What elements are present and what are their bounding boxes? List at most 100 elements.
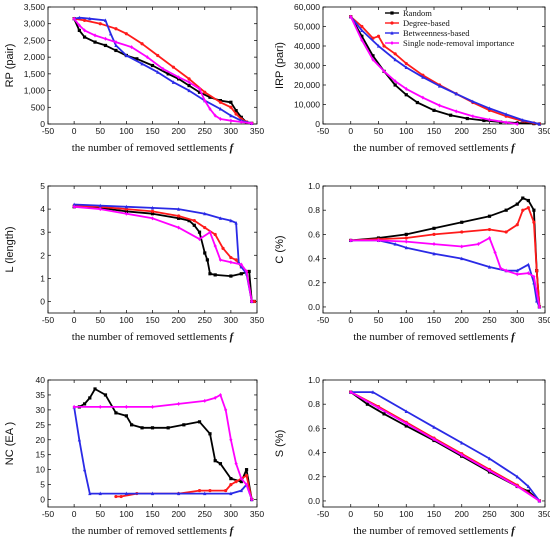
y-tick-label: 1 [40,273,45,283]
data-point [88,396,92,400]
x-tick-label: 350 [538,315,550,325]
y-tick-label: 0 [40,495,45,505]
series-line [350,206,541,308]
data-point [537,304,542,309]
x-axis-label: the number of removed settlements f [72,525,235,537]
series-single-node-removal-importance [349,236,542,309]
data-point [182,423,186,427]
y-axis-label: L (length) [4,226,16,272]
chart-nc: -50 0 50 100 150 200 250 300 350 0 5 10 15 20 25 30 35 40… [4,375,264,537]
x-tick-label: 350 [538,509,550,519]
plot-frame [322,379,546,508]
data-point [234,112,238,116]
x-tick-label: -50 [42,315,55,325]
data-point [493,250,497,255]
data-point [415,100,419,105]
data-point [234,461,238,466]
data-point [460,220,464,224]
data-point [515,223,519,227]
data-point [197,420,202,424]
x-tick-label: 150 [427,126,441,136]
data-point [197,237,202,242]
x-tick-label: 250 [482,509,496,519]
data-point [239,480,243,484]
series-degree-based [72,204,256,304]
data-point [376,405,381,410]
data-point [218,100,223,104]
data-point [77,23,81,28]
data-point [349,14,353,19]
data-point [82,35,87,39]
series-line [74,205,253,302]
data-point [197,488,202,493]
y-tick-label: 10 [36,465,46,475]
data-point [360,24,364,29]
data-point [393,79,397,84]
x-tick-label: -50 [317,509,330,519]
x-tick-label: 100 [399,509,413,519]
series-line [73,406,253,500]
data-point [404,239,408,244]
x-tick-label: 250 [198,509,212,519]
data-point [432,108,436,112]
x-tick-label: 100 [399,315,413,325]
data-point [124,204,128,209]
y-tick-label: 1,000 [24,86,46,96]
data-point [487,227,492,232]
data-point [187,88,191,93]
data-point [140,61,144,66]
data-point [229,260,233,265]
series-line [78,388,253,500]
data-point [208,230,212,235]
x-tick-label: 250 [198,126,212,136]
data-point [124,209,128,213]
data-point [487,214,492,218]
x-tick-label: 350 [538,126,550,136]
data-point [460,452,464,457]
data-point [82,402,87,406]
data-point [404,245,408,250]
x-tick-label: 350 [250,509,264,519]
data-point [218,106,223,111]
data-point [98,203,102,208]
data-point [393,83,397,87]
y-tick-label: 0.4 [308,448,320,458]
data-point [229,437,233,442]
data-point [487,236,492,241]
data-point [161,66,165,71]
data-point [360,28,364,32]
x-tick-label: 300 [224,509,238,519]
data-point [432,226,436,230]
data-point [365,402,369,406]
data-point [208,272,212,276]
data-point [532,208,536,212]
chart-c: -50 0 50 100 150 200 250 300 350 0.0 0.2 0.4 0.6 0.8 1… [274,181,550,343]
legend-entry: Random [403,8,432,18]
data-point [187,77,191,81]
data-point [213,395,217,400]
y-tick-label: 2,500 [24,35,46,45]
data-point [203,98,207,103]
data-point [229,482,233,487]
series-single-node-removal-importance [349,390,542,503]
x-tick-label: 50 [374,126,384,136]
legend-marker [390,41,394,45]
data-point [88,16,92,21]
data-point [421,95,425,100]
data-point [404,61,408,66]
y-tick-label: 0.6 [308,229,320,239]
x-tick-label: -50 [317,126,330,136]
series-random [77,387,254,502]
data-point [197,86,202,91]
y-tick-label: 0 [315,119,320,129]
series-betweenness-based [72,202,254,304]
y-axis-label: RP (pair) [4,44,16,88]
data-point [482,118,486,123]
data-point [239,119,243,124]
data-point [349,238,353,243]
data-point [109,31,113,36]
data-point [82,467,87,472]
data-point [203,398,207,403]
data-point [114,411,118,415]
data-point [487,468,492,473]
